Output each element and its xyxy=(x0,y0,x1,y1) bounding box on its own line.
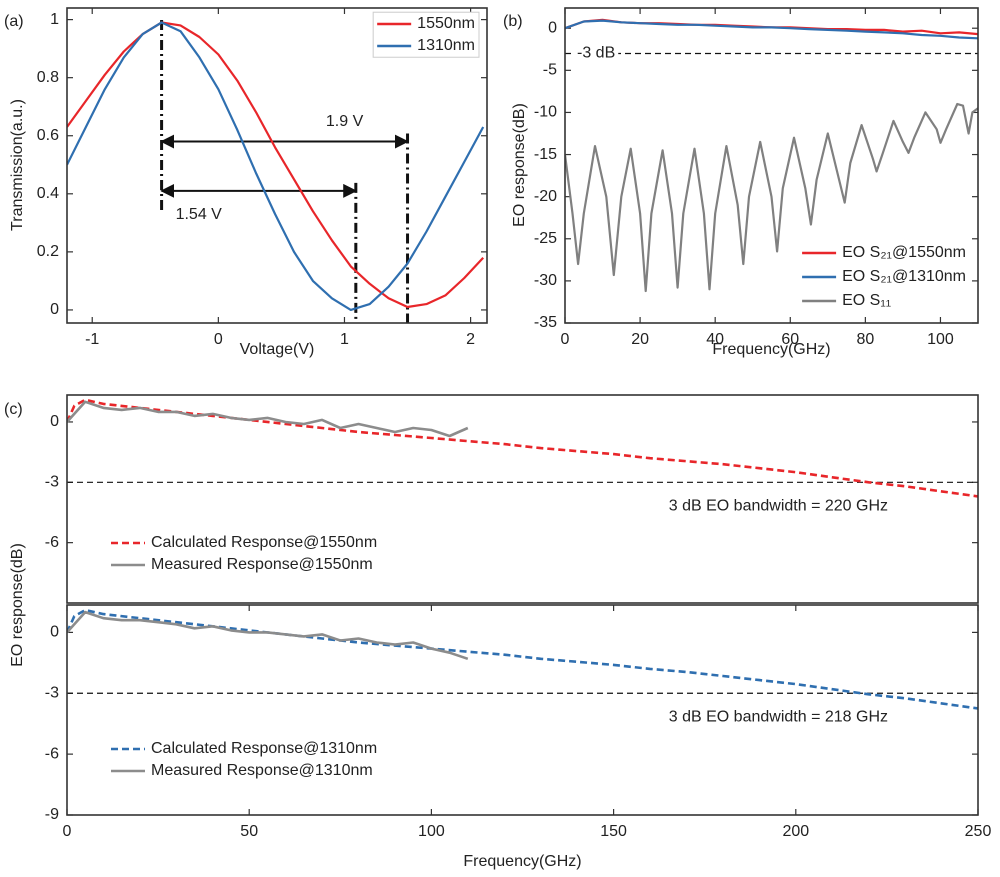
legend-label: EO S₂₁@1310nm xyxy=(842,268,966,285)
y-tick-label: -9 xyxy=(45,806,59,823)
y-tick-label: 0.6 xyxy=(37,127,59,144)
series-line xyxy=(565,19,978,40)
arrow-label: 1.9 V xyxy=(326,113,364,130)
legend-label: EO S₂₁@1550nm xyxy=(842,244,966,261)
x-tick-label: 0 xyxy=(214,331,223,348)
y-tick-label: -35 xyxy=(534,314,557,331)
plot-area xyxy=(67,398,978,498)
y-tick-label: 1 xyxy=(50,11,59,28)
legend-box xyxy=(372,11,480,58)
axes-frame xyxy=(564,7,979,324)
x-tick-label: 20 xyxy=(631,331,649,348)
legend-label: 1310nm xyxy=(417,37,475,54)
series-line xyxy=(565,102,978,293)
x-tick-label: 60 xyxy=(781,331,799,348)
x-tick-label: 100 xyxy=(418,823,445,840)
reference-label: -3 dB xyxy=(577,45,615,62)
panel-label: (a) xyxy=(4,13,24,30)
series-line xyxy=(67,608,978,710)
x-tick-label: 250 xyxy=(965,823,992,840)
x-tick-label: -1 xyxy=(85,331,99,348)
x-tick-label: 50 xyxy=(240,823,258,840)
x-axis-label: Frequency(GHz) xyxy=(463,853,581,870)
y-tick-label: -3 xyxy=(45,474,59,491)
y-tick-label: 0.2 xyxy=(37,243,59,260)
x-tick-label: 2 xyxy=(466,331,475,348)
x-tick-label: 80 xyxy=(856,331,874,348)
axes-frame xyxy=(66,7,488,324)
series-line xyxy=(67,21,485,311)
axes-frame xyxy=(66,604,979,816)
legend: 1550nm 1310nm xyxy=(372,11,480,58)
x-tick-label: 100 xyxy=(927,331,954,348)
legend-label: Calculated Response@1550nm xyxy=(151,534,377,551)
y-tick-label: -6 xyxy=(45,534,59,551)
series-line xyxy=(67,400,469,438)
x-tick-label: 0 xyxy=(63,823,72,840)
y-tick-label: 0 xyxy=(50,624,59,641)
legend: Calculated Response@1310nm Measured Respo… xyxy=(111,740,377,779)
x-tick-label: 150 xyxy=(600,823,627,840)
y-tick-label: 0 xyxy=(50,413,59,430)
x-tick-label: 0 xyxy=(561,331,570,348)
bandwidth-note: 3 dB EO bandwidth = 218 GHz xyxy=(669,708,888,725)
y-tick-label: -30 xyxy=(534,272,557,289)
panel-label: (c) xyxy=(4,401,23,418)
legend: Calculated Response@1550nm Measured Respo… xyxy=(111,534,377,573)
y-tick-label: 0.4 xyxy=(37,185,59,202)
y-tick-label: 0 xyxy=(50,301,59,318)
y-tick-label: 0 xyxy=(548,19,557,36)
x-tick-label: 40 xyxy=(706,331,724,348)
series-line xyxy=(67,398,978,498)
y-axis-label: Transmission(a.u.) xyxy=(9,99,26,231)
x-tick-label: 1 xyxy=(340,331,349,348)
y-tick-label: -6 xyxy=(45,745,59,762)
bandwidth-note: 3 dB EO bandwidth = 220 GHz xyxy=(669,498,888,515)
legend-label: 1550nm xyxy=(417,15,475,32)
label-background xyxy=(574,44,619,62)
legend-label: EO S₁₁ xyxy=(842,292,891,309)
panel-label: (b) xyxy=(503,13,523,30)
y-tick-label: -3 xyxy=(45,684,59,701)
series-line xyxy=(67,21,485,309)
legend: EO S₂₁@1550nm EO S₂₁@1310nm EO S₁₁ xyxy=(802,244,966,309)
x-axis-label: Frequency(GHz) xyxy=(712,341,830,358)
axes-frame xyxy=(66,394,979,604)
legend-label: Measured Response@1550nm xyxy=(151,556,373,573)
x-tick-label: 200 xyxy=(782,823,809,840)
y-tick-label: -20 xyxy=(534,188,557,205)
y-tick-label: -10 xyxy=(534,104,557,121)
y-tick-label: -5 xyxy=(543,62,557,79)
plot-area xyxy=(67,608,978,710)
arrow-label: 1.54 V xyxy=(176,206,223,223)
y-tick-label: -25 xyxy=(534,230,557,247)
x-axis-label: Voltage(V) xyxy=(240,341,315,358)
y-tick-label: -15 xyxy=(534,146,557,163)
y-axis-label: EO response(dB) xyxy=(9,543,26,667)
series-line xyxy=(67,610,469,661)
legend-label: Measured Response@1310nm xyxy=(151,762,373,779)
y-tick-label: 0.8 xyxy=(37,69,59,86)
plot-area xyxy=(67,21,485,311)
plot-area xyxy=(565,18,978,293)
legend-label: Calculated Response@1310nm xyxy=(151,740,377,757)
y-axis-label: EO response(dB) xyxy=(511,103,528,227)
